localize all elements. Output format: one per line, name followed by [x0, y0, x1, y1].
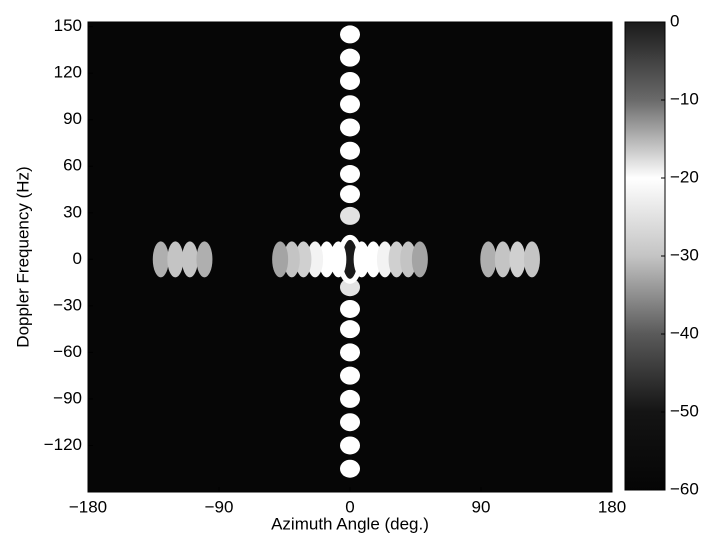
- heatmap-cell: [411, 241, 428, 278]
- colorbar-tick-label: −30: [670, 245, 699, 264]
- heatmap-cell: [494, 241, 511, 278]
- colorbar-tick-label: −10: [670, 89, 699, 108]
- heatmap-cell: [353, 241, 370, 278]
- heatmap-cell: [340, 299, 360, 318]
- heatmap-cell: [340, 165, 360, 184]
- heatmap-cell: [340, 413, 360, 432]
- y-axis-title: Doppler Frequency (Hz): [13, 166, 32, 347]
- heatmap-cell: [376, 241, 393, 278]
- heatmap-cell: [340, 366, 360, 385]
- y-tick-label: 30: [63, 202, 82, 221]
- heatmap-cell: [152, 241, 169, 278]
- colorbar-tick-label: −40: [670, 323, 699, 342]
- heatmap-cell: [340, 436, 360, 455]
- heatmap-cell: [388, 241, 405, 278]
- heatmap-cell: [340, 389, 360, 408]
- colorbar-tick-label: −50: [670, 401, 699, 420]
- y-tick-label: 120: [54, 63, 82, 82]
- colorbar-tick-label: 0: [670, 11, 679, 30]
- heatmap-cell: [283, 241, 300, 278]
- x-axis-title: Azimuth Angle (deg.): [271, 514, 429, 533]
- heatmap-cell: [340, 459, 360, 478]
- heatmap-cell: [196, 241, 213, 278]
- heatmap-cell: [307, 241, 324, 278]
- heatmap-cell: [272, 241, 289, 278]
- x-tick-label: −90: [205, 497, 234, 516]
- y-tick-label: 0: [73, 249, 82, 268]
- y-tick-label: 150: [54, 16, 82, 35]
- x-tick-label: 180: [598, 497, 626, 516]
- heatmap-cell: [340, 141, 360, 160]
- y-tick-label: −60: [53, 342, 82, 361]
- heatmap-cell: [340, 206, 360, 225]
- heatmap-cell: [340, 118, 360, 137]
- heatmap-cell: [480, 241, 497, 278]
- colorbar: [624, 21, 666, 491]
- heatmap-cell: [340, 95, 360, 114]
- heatmap-cell: [340, 343, 360, 362]
- y-tick-label: −90: [53, 388, 82, 407]
- heatmap-cell: [340, 25, 360, 44]
- heatmap-cell: [365, 241, 382, 278]
- heatmap-cell: [340, 185, 360, 204]
- x-tick-label: 0: [345, 497, 354, 516]
- heatmap-cell: [318, 241, 335, 278]
- heatmap-cell: [340, 71, 360, 90]
- y-tick-label: 60: [63, 156, 82, 175]
- x-tick-label: −180: [69, 497, 107, 516]
- y-tick-label: 90: [63, 109, 82, 128]
- heatmap-cell: [181, 241, 198, 278]
- colorbar-tick-label: −20: [670, 167, 699, 186]
- colorbar-tick-label: −60: [670, 479, 699, 498]
- heatmap-cell: [340, 48, 360, 67]
- heatmap-cell: [509, 241, 526, 278]
- heatmap-cell: [295, 241, 312, 278]
- y-tick-label: −30: [53, 295, 82, 314]
- heatmap-cell: [167, 241, 184, 278]
- heatmap-cell: [340, 278, 360, 297]
- heatmap-cell: [523, 241, 540, 278]
- heatmap-cell: [330, 241, 347, 278]
- y-tick-label: −120: [44, 435, 82, 454]
- x-tick-label: 90: [472, 497, 491, 516]
- heatmap-cell: [340, 320, 360, 339]
- heatmap-cell: [400, 241, 417, 278]
